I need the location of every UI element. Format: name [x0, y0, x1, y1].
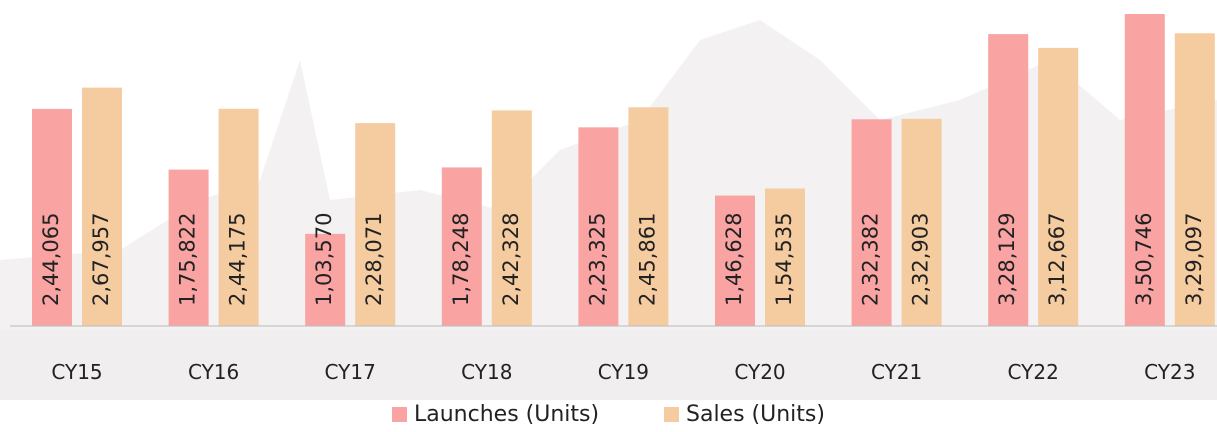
bar: [32, 108, 72, 326]
legend-swatch: [664, 407, 679, 422]
bar: [441, 167, 482, 326]
bar: [1038, 47, 1079, 327]
value-label: 2,32,382: [859, 212, 883, 306]
x-tick-label: CY20: [734, 360, 785, 384]
legend-label: Launches (Units): [414, 402, 599, 427]
bar: [628, 107, 669, 326]
value-label: 1,03,570: [312, 212, 336, 306]
value-label: 3,50,746: [1132, 212, 1156, 306]
bar: [765, 188, 805, 326]
value-label: 3,12,667: [1045, 212, 1069, 306]
value-label: 3,29,097: [1182, 212, 1206, 306]
bar: [355, 123, 396, 326]
value-label: 2,45,861: [635, 212, 659, 306]
x-tick-label: CY18: [461, 360, 512, 384]
value-label: 2,28,071: [362, 212, 386, 306]
value-label: 2,42,328: [499, 212, 523, 306]
bar: [715, 195, 755, 326]
ground-backdrop: [0, 330, 1217, 400]
bar: [988, 34, 1029, 326]
value-label: 2,67,957: [89, 212, 113, 306]
value-label: 2,23,325: [585, 212, 609, 306]
bar: [305, 233, 346, 326]
bar: [218, 108, 259, 327]
bar: [1174, 33, 1215, 326]
bar: [168, 169, 209, 326]
x-tick-label: CY19: [598, 360, 649, 384]
x-tick-label: CY16: [188, 360, 239, 384]
bar: [82, 87, 122, 326]
bar: [578, 127, 619, 327]
x-tick-label: CY17: [325, 360, 376, 384]
value-label: 3,28,129: [995, 212, 1019, 306]
value-label: 1,78,248: [449, 212, 473, 306]
bar: [491, 110, 532, 326]
value-label: 1,46,628: [722, 212, 746, 306]
x-tick-label: CY15: [51, 360, 102, 384]
value-label: 2,44,175: [226, 212, 250, 306]
legend-label: Sales (Units): [686, 402, 825, 427]
bar: [1124, 14, 1165, 326]
value-label: 1,75,822: [176, 212, 200, 306]
value-label: 1,54,535: [772, 212, 796, 306]
legend-swatch: [392, 407, 407, 422]
bar: [901, 118, 942, 326]
bar: [851, 119, 892, 326]
value-label: 2,32,903: [909, 212, 933, 306]
x-tick-label: CY21: [871, 360, 922, 384]
value-label: 2,44,065: [39, 212, 63, 306]
x-tick-label: CY23: [1144, 360, 1195, 384]
x-tick-label: CY22: [1008, 360, 1059, 384]
